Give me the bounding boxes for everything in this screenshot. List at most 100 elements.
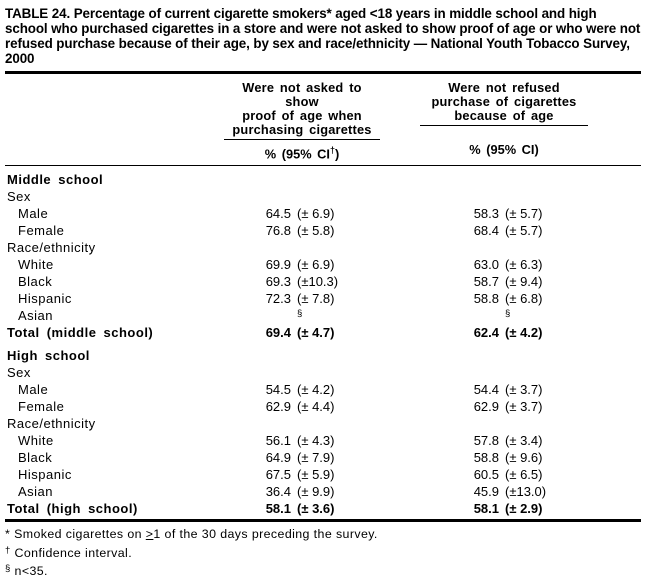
- value-not-refused: 54.4: [473, 382, 499, 398]
- column-gap: [385, 466, 415, 483]
- ci-not-asked: (± 7.9): [297, 450, 335, 466]
- dagger-marker: †: [5, 544, 11, 556]
- table-row: High school: [5, 347, 641, 364]
- ci-not-refused: (± 5.7): [505, 223, 543, 239]
- value-not-refused: 58.8: [473, 450, 499, 466]
- value-not-asked: 62.9: [265, 399, 291, 415]
- value-not-asked: [219, 415, 291, 432]
- ci-not-refused: (± 4.2): [505, 325, 543, 341]
- column-gap: [385, 239, 415, 256]
- column-gap: [385, 364, 415, 381]
- ci-not-asked: [291, 171, 385, 188]
- ci-not-refused: [499, 415, 593, 432]
- row-label: Middle school: [7, 172, 104, 188]
- value-not-asked: 67.5: [265, 467, 291, 483]
- column-gap: [385, 307, 415, 324]
- value-not-asked: 64.9: [265, 450, 291, 466]
- row-label: Hispanic: [18, 467, 72, 483]
- value-not-refused: 68.4: [473, 223, 499, 239]
- value-not-refused: 58.8: [473, 291, 499, 307]
- value-not-refused: [415, 364, 499, 381]
- ci-not-refused: [499, 171, 593, 188]
- value-not-refused: 58.7: [473, 274, 499, 290]
- table-row: White 56.1 (± 4.3) 57.8 (± 3.4): [5, 432, 641, 449]
- row-label: Asian: [18, 308, 54, 324]
- column-gap: [385, 256, 415, 273]
- value-not-asked: 76.8: [265, 223, 291, 239]
- column-gap: [385, 290, 415, 307]
- table-row: Middle school: [5, 171, 641, 188]
- footnote-text: Smoked cigarettes on: [10, 527, 146, 542]
- value-not-asked: [219, 171, 291, 188]
- column-gap: [385, 432, 415, 449]
- ci-not-asked: (± 3.6): [297, 501, 335, 517]
- col-group-1-underline: Were not asked to show proof of age when…: [224, 81, 380, 140]
- ci-not-refused: §: [505, 308, 511, 320]
- col1-subheader-close: ): [334, 146, 340, 162]
- ci-not-asked: (± 7.8): [297, 291, 335, 307]
- ci-not-asked: [291, 415, 385, 432]
- row-label: Race/ethnicity: [7, 416, 96, 432]
- column-gap: [385, 347, 415, 364]
- col-group-1-line: Were not asked to show: [242, 80, 362, 109]
- row-label: High school: [7, 348, 90, 364]
- table-row: Asian 36.4 (± 9.9) 45.9 (±13.0): [5, 483, 641, 500]
- value-not-asked: [219, 364, 291, 381]
- footer-divider-rule: [5, 519, 641, 523]
- row-label: Asian: [18, 484, 54, 500]
- ci-not-asked: (± 4.4): [297, 399, 335, 415]
- value-not-refused: 63.0: [473, 257, 499, 273]
- value-not-asked: 58.1: [265, 501, 291, 517]
- ci-not-asked: (± 5.9): [297, 467, 335, 483]
- value-not-refused: 57.8: [473, 433, 499, 449]
- column-gap: [385, 171, 415, 188]
- row-label: Female: [18, 399, 65, 415]
- title-divider-rule: [5, 71, 641, 74]
- row-label: Female: [18, 223, 65, 239]
- greater-equal-underline: >: [145, 527, 154, 542]
- table-row: Total (high school) 58.1 (± 3.6) 58.1 (± 2.9…: [5, 500, 641, 517]
- col-group-1-line: proof of age when: [242, 108, 362, 123]
- table-row: Asian § §: [5, 307, 641, 324]
- table-row: Total (middle school) 69.4 (± 4.7) 62.4 (± 4…: [5, 324, 641, 341]
- ci-not-asked: [291, 239, 385, 256]
- ci-not-refused: (± 5.7): [505, 206, 543, 222]
- ci-not-asked: (± 4.2): [297, 382, 335, 398]
- row-label: Black: [18, 450, 53, 466]
- column-gap: [385, 483, 415, 500]
- column-gap: [385, 222, 415, 239]
- table-row: Sex: [5, 188, 641, 205]
- value-not-refused: 62.9: [473, 399, 499, 415]
- ci-not-asked: (± 5.8): [297, 223, 335, 239]
- col-group-2-line: purchase of cigarettes: [431, 94, 577, 109]
- ci-not-refused: (±13.0): [505, 484, 547, 500]
- ci-not-refused: [499, 239, 593, 256]
- ci-not-asked: (± 6.9): [297, 257, 335, 273]
- col-group-2-header: Were not refused purchase of cigarettes …: [415, 81, 593, 140]
- value-not-refused: [415, 239, 499, 256]
- footnote-text: Confidence interval.: [10, 545, 133, 560]
- value-not-asked: 72.3: [265, 291, 291, 307]
- header-divider-rule: [5, 165, 641, 167]
- table-row: Race/ethnicity: [5, 239, 641, 256]
- subheader-gap-spacer: [385, 142, 415, 162]
- column-gap: [385, 398, 415, 415]
- row-label: Male: [18, 382, 49, 398]
- col1-subheader: % (95% CI†): [219, 142, 385, 162]
- value-not-refused: [415, 347, 499, 364]
- footnotes: * Smoked cigarettes on >1 of the 30 days…: [5, 527, 641, 580]
- footnote-text: 1 of the 30 days preceding the survey.: [153, 527, 378, 542]
- ci-not-asked: (± 6.9): [297, 206, 335, 222]
- value-not-refused: [415, 415, 499, 432]
- ci-not-asked: (± 4.3): [297, 433, 335, 449]
- row-label: Sex: [7, 365, 31, 381]
- row-label: Total (high school): [7, 501, 138, 517]
- row-label: Black: [18, 274, 53, 290]
- column-gap: [385, 381, 415, 398]
- ci-not-asked: [291, 347, 385, 364]
- footnote-smoker-definition: * Smoked cigarettes on >1 of the 30 days…: [5, 527, 641, 543]
- table-row: Hispanic 72.3 (± 7.8) 58.8 (± 6.8): [5, 290, 641, 307]
- row-label: Sex: [7, 189, 31, 205]
- header-label-spacer: [5, 81, 219, 140]
